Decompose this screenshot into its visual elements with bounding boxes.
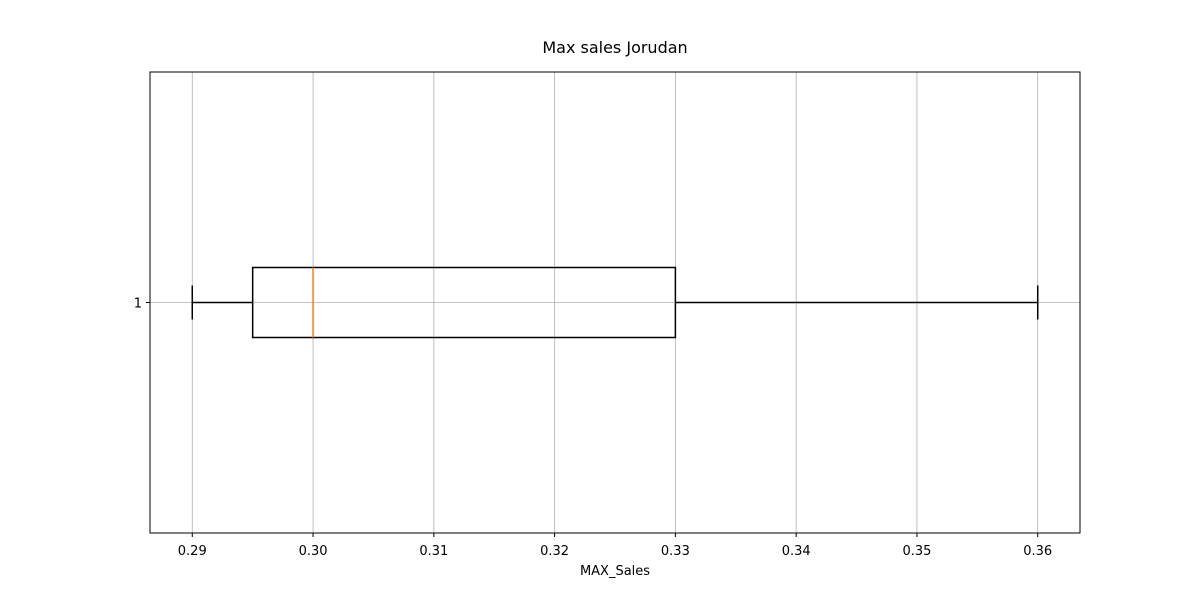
x-tick-label: 0.33: [661, 544, 690, 559]
chart-title: Max sales Jorudan: [542, 38, 687, 57]
box-group: [191, 266, 1039, 339]
iqr-box: [251, 266, 677, 339]
x-tick-label: 0.36: [1023, 544, 1052, 559]
x-tick-label: 0.31: [419, 544, 448, 559]
x-tick-label: 0.29: [178, 544, 207, 559]
x-tick-label: 0.32: [540, 544, 569, 559]
axis-ticks: 0.29 0.30 0.31 0.32 0.33 0.34 0.35 0.36 1: [134, 297, 1052, 560]
x-tick-label: 0.35: [902, 544, 931, 559]
y-tick-label: 1: [134, 297, 142, 312]
x-tick-label: 0.34: [782, 544, 811, 559]
x-axis-label: MAX_Sales: [580, 564, 650, 579]
x-tick-label: 0.30: [299, 544, 328, 559]
